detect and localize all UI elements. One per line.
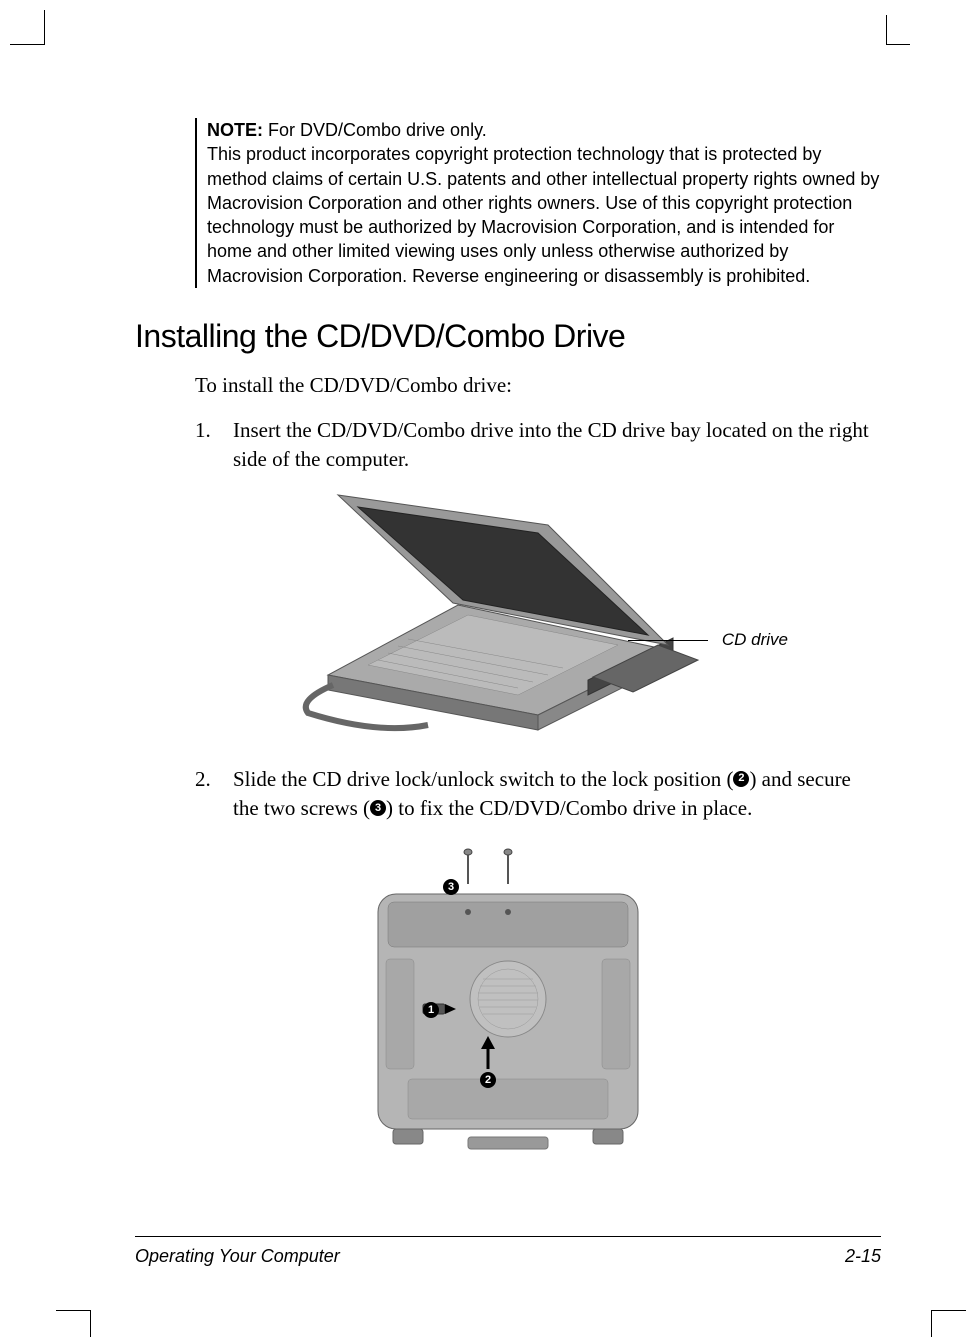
footer-rule (135, 1236, 881, 1237)
page-content: NOTE: For DVD/Combo drive only. This pro… (135, 118, 881, 1194)
note-intro: For DVD/Combo drive only. (263, 120, 487, 140)
laptop-bottom-illustration (338, 844, 678, 1164)
step-number: 1. (195, 416, 233, 475)
crop-mark (56, 1310, 91, 1311)
callout-line (628, 640, 708, 641)
figure-1-container: CD drive (135, 485, 881, 735)
step-number: 2. (195, 765, 233, 824)
laptop-illustration (278, 485, 738, 735)
figure-laptop-bottom: 1 2 3 (338, 844, 678, 1164)
footer-right: 2-15 (845, 1246, 881, 1267)
note-label: NOTE: (207, 120, 263, 140)
step-text: Slide the CD drive lock/unlock switch to… (233, 765, 881, 824)
note-body: This product incorporates copyright prot… (207, 142, 881, 288)
callout-3-icon: 3 (370, 800, 386, 816)
footer: Operating Your Computer 2-15 (135, 1246, 881, 1267)
crop-mark (44, 10, 45, 45)
crop-mark (90, 1310, 91, 1337)
callout-2: 2 (480, 1072, 496, 1088)
callout-3: 3 (443, 879, 459, 895)
callout-1: 1 (423, 1002, 439, 1018)
step-text-part: ) to fix the CD/DVD/Combo drive in place… (386, 796, 752, 820)
note-box: NOTE: For DVD/Combo drive only. This pro… (195, 118, 881, 288)
step-2: 2. Slide the CD drive lock/unlock switch… (195, 765, 881, 824)
crop-mark (931, 1310, 966, 1311)
callout-2-icon: 2 (733, 771, 749, 787)
section-heading: Installing the CD/DVD/Combo Drive (135, 318, 881, 355)
crop-mark (10, 44, 45, 45)
cd-drive-label: CD drive (722, 630, 788, 650)
step-text-part: Slide the CD drive lock/unlock switch to… (233, 767, 733, 791)
footer-left: Operating Your Computer (135, 1246, 340, 1267)
step-1: 1. Insert the CD/DVD/Combo drive into th… (195, 416, 881, 475)
crop-mark (886, 15, 887, 45)
figure-laptop-side: CD drive (278, 485, 738, 735)
crop-mark (886, 44, 910, 45)
step-text: Insert the CD/DVD/Combo drive into the C… (233, 416, 881, 475)
intro-text: To install the CD/DVD/Combo drive: (195, 373, 881, 398)
figure-2-container: 1 2 3 (135, 834, 881, 1164)
crop-mark (931, 1310, 932, 1337)
